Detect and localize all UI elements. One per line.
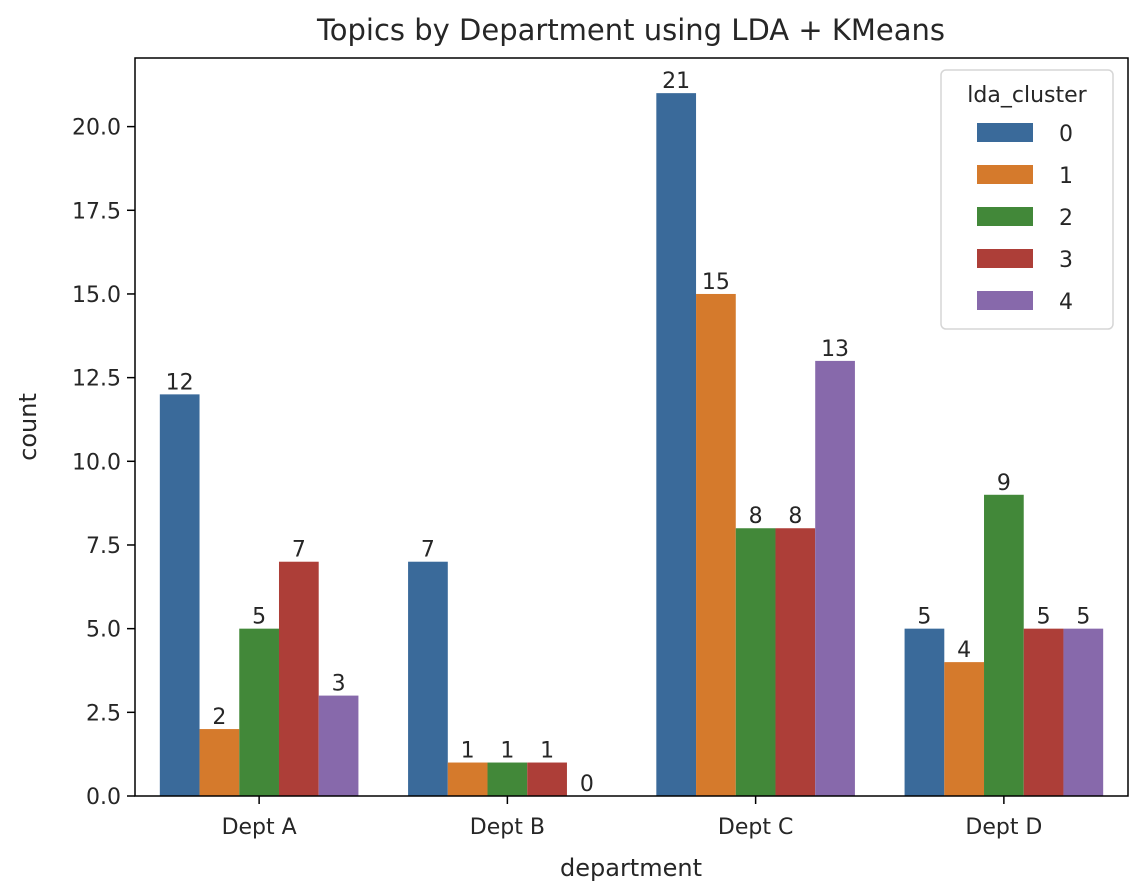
bar-dept-a-cluster-2 (239, 628, 279, 796)
y-tick-label: 10.0 (72, 450, 121, 475)
bar-data-label: 5 (1037, 605, 1051, 630)
bar-dept-a-cluster-1 (199, 729, 240, 796)
y-tick-label: 2.5 (86, 701, 121, 726)
y-tick-label: 12.5 (72, 367, 121, 392)
axes-frame (134, 57, 1129, 797)
bar-data-label: 21 (662, 69, 690, 94)
bar-data-label: 9 (997, 471, 1011, 496)
bar-dept-d-cluster-0 (904, 628, 945, 796)
legend-label: 2 (1059, 206, 1073, 231)
bar-dept-c-cluster-4 (815, 360, 855, 796)
bar-dept-b-cluster-3 (527, 762, 567, 796)
bar-data-label: 3 (332, 672, 346, 697)
bar-dept-b-cluster-1 (447, 762, 488, 796)
bar-dept-b-cluster-0 (408, 561, 448, 796)
legend-swatch (977, 291, 1033, 310)
bar-dept-c-cluster-3 (775, 528, 816, 796)
y-tick-label: 15.0 (72, 283, 121, 308)
bar-data-label: 1 (540, 739, 554, 764)
bar-dept-d-cluster-2 (984, 494, 1024, 796)
y-tick-label: 0.0 (86, 785, 121, 810)
legend-title: lda_cluster (967, 83, 1087, 108)
x-tick-label: Dept B (470, 815, 545, 840)
bar-dept-b-cluster-2 (487, 762, 528, 796)
bar-dept-d-cluster-4 (1063, 628, 1104, 796)
bar-dept-c-cluster-2 (735, 528, 776, 796)
legend-swatch (977, 249, 1033, 268)
bar-data-label: 8 (749, 504, 763, 529)
bar-data-label: 1 (500, 739, 514, 764)
bar-dept-c-cluster-0 (656, 93, 697, 796)
bar-data-label: 1 (461, 739, 475, 764)
bar-data-label: 5 (917, 605, 931, 630)
bar-dept-a-cluster-4 (318, 695, 359, 796)
y-tick-label: 17.5 (72, 199, 121, 224)
x-tick-label: Dept D (965, 815, 1042, 840)
legend-swatch (977, 123, 1033, 142)
bar-data-label: 0 (580, 772, 594, 797)
legend-label: 4 (1059, 290, 1073, 315)
y-axis-label: count (14, 393, 42, 461)
legend: lda_cluster 0 1 2 3 4 (940, 69, 1114, 330)
legend-box (940, 69, 1114, 330)
bar-data-label: 2 (212, 705, 226, 730)
x-tick-label: Dept C (718, 815, 793, 840)
chart-title: Topics by Department using LDA + KMeans (316, 13, 945, 47)
y-tick-label: 20.0 (72, 116, 121, 141)
legend-label: 0 (1059, 122, 1073, 147)
bar-data-label: 8 (788, 504, 802, 529)
bar-dept-d-cluster-1 (944, 662, 985, 796)
bar-dept-c-cluster-1 (696, 293, 736, 796)
bar-data-label: 5 (1076, 605, 1090, 630)
x-axis-label: department (560, 854, 702, 882)
y-tick-label: 7.5 (86, 534, 121, 559)
bar-data-label: 13 (821, 337, 849, 362)
bar-data-label: 5 (252, 605, 266, 630)
legend-swatch (977, 165, 1033, 184)
bar-dept-d-cluster-3 (1023, 628, 1064, 796)
bar-data-label: 7 (292, 538, 306, 563)
bar-dept-a-cluster-3 (278, 561, 319, 796)
bar-data-label: 12 (166, 370, 194, 395)
legend-label: 1 (1059, 164, 1073, 189)
legend-swatch (977, 207, 1033, 226)
y-tick-label: 5.0 (86, 618, 121, 643)
bar-data-label: 7 (421, 538, 435, 563)
bar-data-label: 4 (957, 638, 971, 663)
legend-label: 3 (1059, 248, 1073, 273)
x-tick-label: Dept A (222, 815, 297, 840)
bar-dept-a-cluster-0 (159, 394, 200, 796)
bar-data-label: 15 (702, 270, 730, 295)
